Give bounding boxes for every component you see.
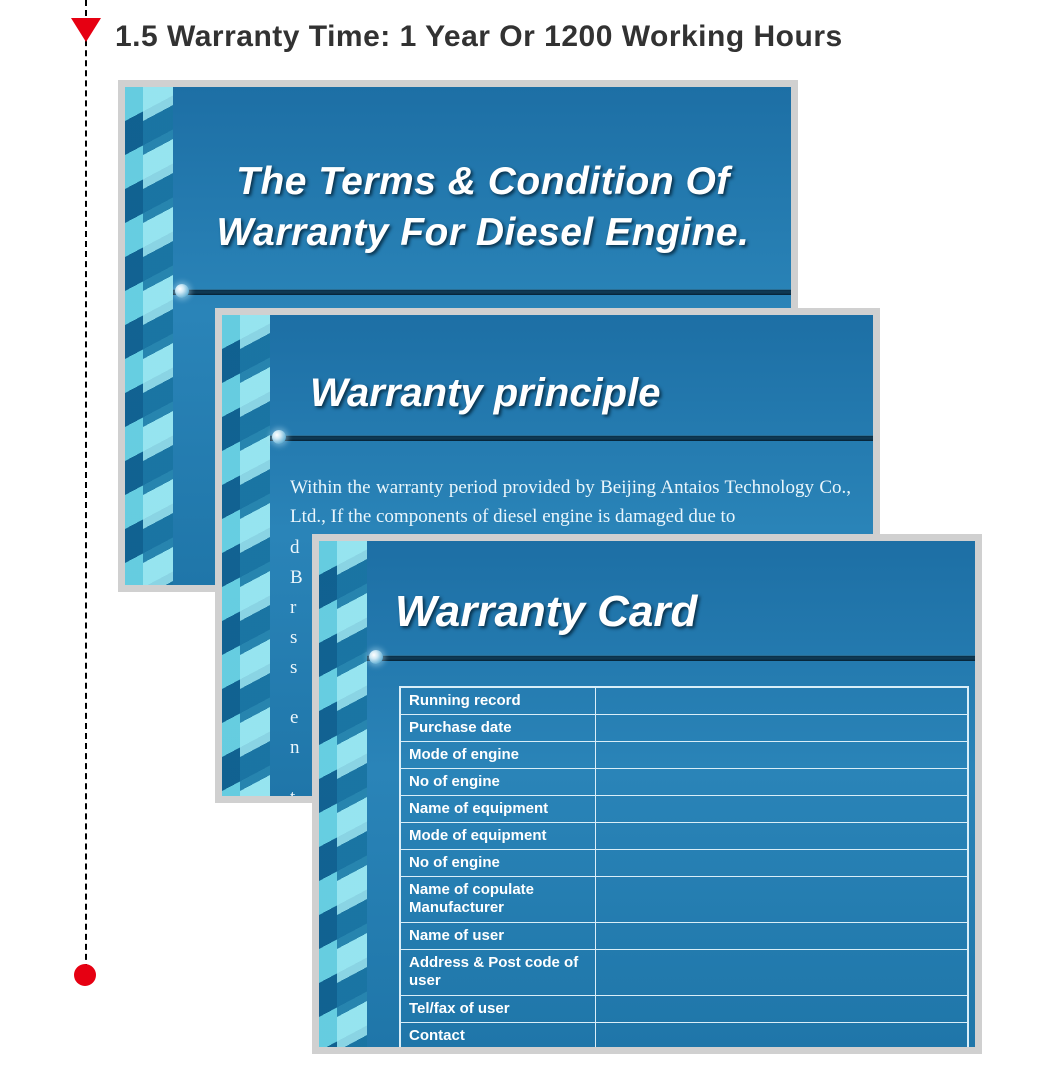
table-row: Mode of engine xyxy=(400,742,968,769)
slide2-body-text: Within the warranty period provided by B… xyxy=(290,473,851,532)
row-label: No of engine xyxy=(400,850,595,877)
slide3-divider xyxy=(367,655,975,661)
slide-warranty-card: Warranty Card Running record Purchase da… xyxy=(312,534,982,1054)
row-value xyxy=(595,769,968,796)
row-value xyxy=(595,996,968,1023)
table-row: Running record xyxy=(400,687,968,715)
slide2-frag: s xyxy=(290,653,297,682)
slide1-divider-dot-icon xyxy=(175,284,189,298)
table-row: No of engine xyxy=(400,769,968,796)
slide2-frag: s xyxy=(290,623,297,652)
slide2-frag: r xyxy=(290,593,296,622)
row-label: Mode of engine xyxy=(400,742,595,769)
slide2-frag: t xyxy=(290,783,295,803)
timeline-end-dot-icon xyxy=(74,964,96,986)
row-value xyxy=(595,877,968,923)
triangle-down-icon xyxy=(71,18,101,42)
row-label: Running record xyxy=(400,687,595,715)
row-label: Mode of equipment xyxy=(400,823,595,850)
slide1-title: The Terms & Condition Of Warranty For Di… xyxy=(203,157,763,258)
row-value xyxy=(595,950,968,996)
timeline-dashed-line xyxy=(85,0,87,980)
slide2-frag: n xyxy=(290,733,300,762)
row-label: Purchase date xyxy=(400,715,595,742)
warranty-card-table: Running record Purchase date Mode of eng… xyxy=(399,686,969,1051)
table-row: Name of copulate Manufacturer xyxy=(400,877,968,923)
row-value xyxy=(595,850,968,877)
slide2-divider-dot-icon xyxy=(272,430,286,444)
table-row: Contact xyxy=(400,1023,968,1051)
table-row: Name of user xyxy=(400,923,968,950)
row-value xyxy=(595,923,968,950)
slide2-frag: e xyxy=(290,703,298,732)
slide1-divider xyxy=(173,289,791,295)
row-value xyxy=(595,823,968,850)
ribbon-decoration xyxy=(125,87,173,585)
ribbon-decoration xyxy=(222,315,270,796)
row-label: Address & Post code of user xyxy=(400,950,595,996)
row-label: Name of user xyxy=(400,923,595,950)
table-row: Purchase date xyxy=(400,715,968,742)
slide2-divider xyxy=(270,435,873,441)
row-value xyxy=(595,796,968,823)
row-label: Tel/fax of user xyxy=(400,996,595,1023)
slide2-frag: B xyxy=(290,563,303,592)
ribbon-decoration xyxy=(319,541,367,1047)
slide2-title: Warranty principle xyxy=(310,371,660,416)
table-row: Name of equipment xyxy=(400,796,968,823)
row-value xyxy=(595,687,968,715)
slide3-title: Warranty Card xyxy=(395,587,697,637)
table-row: Address & Post code of user xyxy=(400,950,968,996)
table-row: Tel/fax of user xyxy=(400,996,968,1023)
slide3-divider-dot-icon xyxy=(369,650,383,664)
section-heading: 1.5 Warranty Time: 1 Year Or 1200 Workin… xyxy=(115,20,843,54)
row-label: No of engine xyxy=(400,769,595,796)
row-label: Contact xyxy=(400,1023,595,1051)
table-row: No of engine xyxy=(400,850,968,877)
table-row: Mode of equipment xyxy=(400,823,968,850)
row-value xyxy=(595,715,968,742)
row-value xyxy=(595,742,968,769)
slide2-frag: d xyxy=(290,533,300,562)
row-label: Name of copulate Manufacturer xyxy=(400,877,595,923)
row-label: Name of equipment xyxy=(400,796,595,823)
row-value xyxy=(595,1023,968,1051)
